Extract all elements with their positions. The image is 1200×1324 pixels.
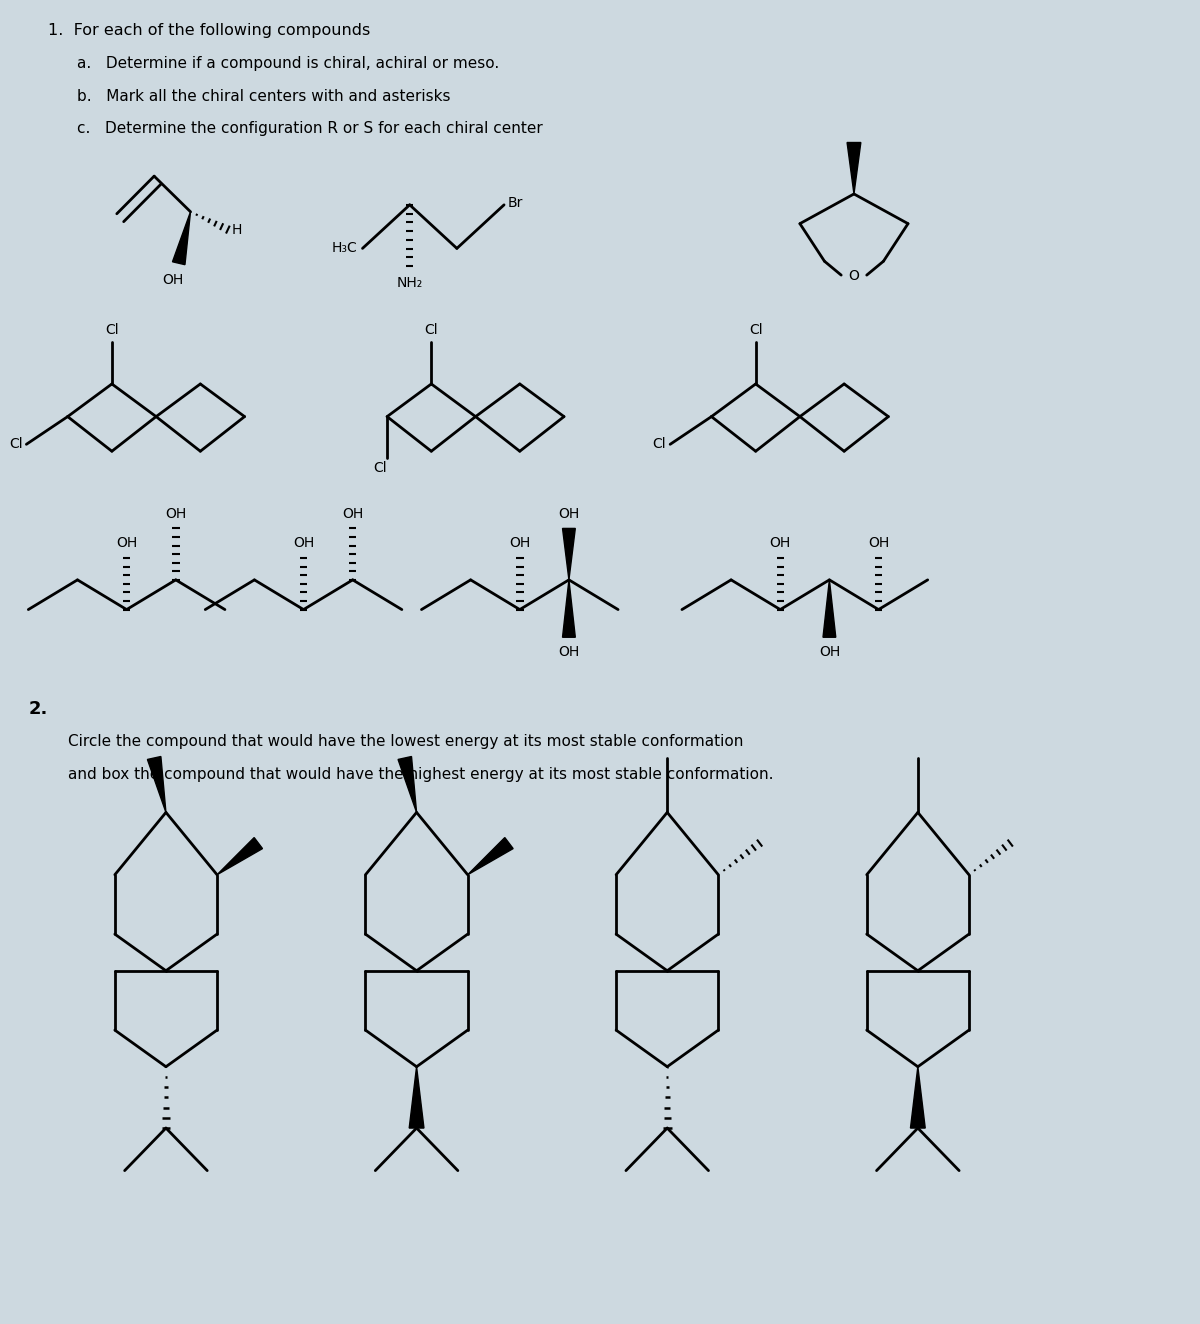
Text: Br: Br — [508, 196, 523, 211]
Text: Cl: Cl — [373, 461, 388, 475]
Polygon shape — [398, 756, 416, 813]
Text: 2.: 2. — [29, 699, 48, 718]
Text: Cl: Cl — [749, 323, 762, 338]
Text: OH: OH — [818, 645, 840, 659]
Text: OH: OH — [558, 645, 580, 659]
Text: NH₂: NH₂ — [396, 277, 422, 290]
Polygon shape — [148, 756, 166, 813]
Polygon shape — [911, 1067, 925, 1128]
Text: 1.  For each of the following compounds: 1. For each of the following compounds — [48, 24, 371, 38]
Text: OH: OH — [509, 536, 530, 551]
Polygon shape — [847, 143, 860, 193]
Polygon shape — [173, 212, 191, 265]
Text: OH: OH — [868, 536, 889, 551]
Text: O: O — [848, 269, 859, 283]
Text: OH: OH — [293, 536, 314, 551]
Text: c.   Determine the configuration R or S for each chiral center: c. Determine the configuration R or S fo… — [78, 122, 544, 136]
Text: Cl: Cl — [653, 437, 666, 451]
Text: Cl: Cl — [106, 323, 119, 338]
Polygon shape — [563, 580, 575, 637]
Text: OH: OH — [162, 273, 184, 287]
Text: H: H — [232, 222, 242, 237]
Text: OH: OH — [769, 536, 791, 551]
Text: OH: OH — [166, 507, 186, 520]
Text: and box the compound that would have the highest energy at its most stable confo: and box the compound that would have the… — [67, 768, 773, 782]
Text: OH: OH — [342, 507, 364, 520]
Text: Cl: Cl — [8, 437, 23, 451]
Text: a.   Determine if a compound is chiral, achiral or meso.: a. Determine if a compound is chiral, ac… — [78, 56, 499, 71]
Text: Circle the compound that would have the lowest energy at its most stable conform: Circle the compound that would have the … — [67, 733, 743, 748]
Text: OH: OH — [116, 536, 137, 551]
Text: Cl: Cl — [425, 323, 438, 338]
Text: H₃C: H₃C — [332, 241, 358, 256]
Polygon shape — [823, 580, 835, 637]
Text: b.   Mark all the chiral centers with and asterisks: b. Mark all the chiral centers with and … — [78, 89, 451, 103]
Text: OH: OH — [558, 507, 580, 520]
Polygon shape — [468, 838, 514, 875]
Polygon shape — [409, 1067, 424, 1128]
Polygon shape — [217, 838, 263, 875]
Polygon shape — [563, 528, 575, 580]
